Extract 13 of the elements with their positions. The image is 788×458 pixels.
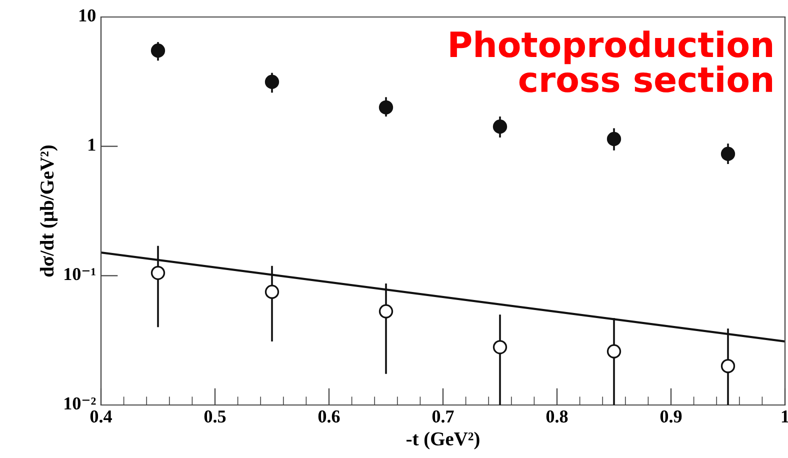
annotation: Photoproduction cross section bbox=[450, 30, 772, 92]
x-tick-label: 0.6 bbox=[318, 410, 340, 423]
x-axis-title: -t (GeV²) bbox=[406, 432, 480, 450]
x-tick-label: 0.7 bbox=[432, 410, 454, 423]
x-tick-label: 0.5 bbox=[204, 410, 226, 423]
y-axis-title: dσ/dt (μb/GeV²) bbox=[40, 145, 58, 277]
x-tick-label: 0.8 bbox=[546, 410, 568, 423]
y-tick-label: 10⁻² bbox=[64, 397, 96, 410]
y-tick-label: 10 bbox=[80, 9, 96, 22]
x-tick-label: 0.4 bbox=[90, 410, 112, 423]
x-tick-label: 0.9 bbox=[660, 410, 682, 423]
y-tick-label: 10⁻¹ bbox=[64, 268, 96, 280]
y-tick-label: 1 bbox=[88, 138, 96, 151]
